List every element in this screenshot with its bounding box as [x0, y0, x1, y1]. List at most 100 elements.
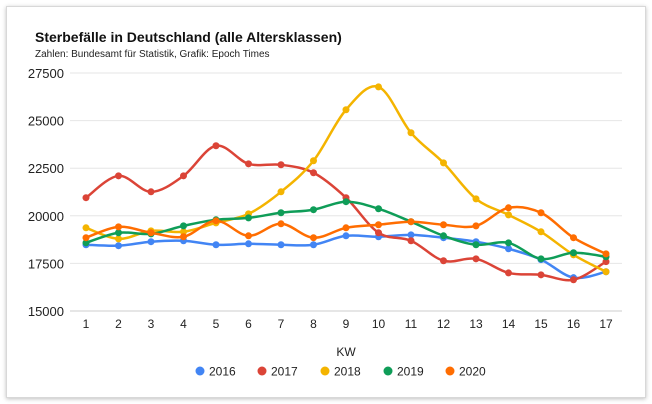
data-point-2020 [147, 229, 155, 237]
data-point-2018 [180, 228, 187, 236]
series-line-2016 [85, 233, 607, 280]
data-point-2016 [277, 241, 285, 249]
legend-label: 2020 [459, 365, 486, 379]
x-tick-label: 16 [567, 317, 581, 331]
data-point-2018 [277, 188, 285, 196]
data-point-2019 [115, 229, 122, 237]
legend-label: 2016 [209, 365, 236, 379]
data-point-2016 [310, 241, 317, 249]
data-point-2017 [602, 258, 610, 266]
data-point-2018 [375, 83, 382, 91]
y-tick-label: 20000 [28, 209, 64, 224]
data-point-2017 [472, 255, 480, 263]
y-tick-label: 15000 [28, 304, 64, 319]
legend-marker-2017 [257, 366, 267, 376]
data-point-2019 [375, 205, 382, 213]
data-point-2020 [570, 234, 577, 242]
x-tick-label: 13 [469, 317, 483, 331]
series-line-2018 [85, 85, 607, 273]
data-point-2020 [310, 234, 317, 242]
data-point-2020 [180, 233, 187, 241]
data-point-2018 [82, 224, 90, 232]
x-tick-label: 10 [372, 317, 386, 331]
y-tick-label: 27500 [28, 66, 64, 81]
data-point-2020 [115, 223, 122, 231]
data-point-2017 [180, 172, 187, 180]
data-point-2018 [505, 211, 512, 219]
data-point-2019 [180, 222, 187, 230]
x-tick-label: 8 [310, 317, 317, 331]
chart-subtitle: Zahlen: Bundesamt für Statistik, Grafik:… [35, 49, 270, 60]
data-point-2018 [115, 235, 122, 243]
data-point-2019 [245, 214, 252, 222]
data-point-2018 [310, 157, 317, 165]
data-point-2020 [602, 250, 610, 258]
data-point-2020 [212, 217, 220, 225]
data-point-2020 [375, 221, 382, 229]
data-point-2017 [245, 160, 252, 168]
data-point-2020 [440, 221, 447, 229]
data-point-2017 [147, 188, 155, 196]
data-point-2017 [277, 161, 285, 169]
x-tick-label: 14 [502, 317, 516, 331]
data-point-2020 [342, 224, 350, 232]
data-point-2018 [537, 228, 545, 236]
y-tick-label: 25000 [28, 114, 64, 129]
data-point-2017 [570, 276, 577, 284]
legend-marker-2016 [195, 366, 205, 376]
data-point-2017 [82, 194, 90, 202]
data-point-2017 [440, 257, 447, 265]
data-point-2018 [407, 129, 415, 137]
data-point-2020 [407, 218, 415, 226]
data-point-2020 [82, 234, 90, 242]
data-point-2018 [602, 268, 610, 276]
data-point-2019 [440, 232, 447, 240]
data-point-2016 [212, 241, 220, 249]
data-point-2017 [505, 269, 512, 277]
data-point-2016 [245, 240, 252, 248]
legend-label: 2019 [397, 365, 424, 379]
data-point-2019 [537, 255, 545, 263]
x-tick-label: 6 [245, 317, 252, 331]
data-point-2020 [277, 220, 285, 228]
legend-marker-2018 [320, 366, 330, 376]
data-point-2016 [407, 231, 415, 239]
data-point-2017 [310, 169, 317, 177]
data-point-2017 [537, 271, 545, 279]
data-point-2019 [310, 206, 317, 214]
legend-label: 2017 [271, 365, 298, 379]
x-tick-label: 7 [278, 317, 285, 331]
x-tick-label: 3 [148, 317, 155, 331]
x-tick-label: 15 [534, 317, 548, 331]
data-point-2017 [375, 229, 382, 237]
x-axis-label: KW [336, 345, 356, 359]
y-tick-label: 22500 [28, 161, 64, 176]
data-point-2019 [505, 239, 512, 247]
data-point-2019 [277, 209, 285, 217]
data-point-2019 [472, 241, 480, 249]
x-tick-label: 12 [437, 317, 451, 331]
data-point-2016 [147, 238, 155, 246]
data-point-2017 [115, 172, 122, 180]
data-point-2020 [245, 232, 252, 240]
data-point-2020 [472, 222, 480, 230]
data-point-2017 [407, 237, 415, 245]
x-tick-label: 5 [213, 317, 220, 331]
x-tick-label: 4 [180, 317, 187, 331]
x-tick-label: 17 [599, 317, 613, 331]
chart-card: Sterbefälle in Deutschland (alle Altersk… [6, 6, 646, 398]
data-point-2018 [342, 106, 350, 114]
data-point-2017 [212, 142, 220, 150]
legend-label: 2018 [334, 365, 361, 379]
legend-marker-2020 [445, 366, 455, 376]
x-tick-label: 1 [83, 317, 90, 331]
data-point-2020 [505, 204, 512, 212]
data-point-2018 [440, 159, 447, 167]
data-point-2016 [505, 245, 512, 253]
chart-title: Sterbefälle in Deutschland (alle Altersk… [35, 29, 342, 45]
data-point-2016 [342, 232, 350, 240]
x-tick-label: 9 [343, 317, 350, 331]
y-tick-label: 17500 [28, 256, 64, 271]
legend-marker-2019 [383, 366, 393, 376]
